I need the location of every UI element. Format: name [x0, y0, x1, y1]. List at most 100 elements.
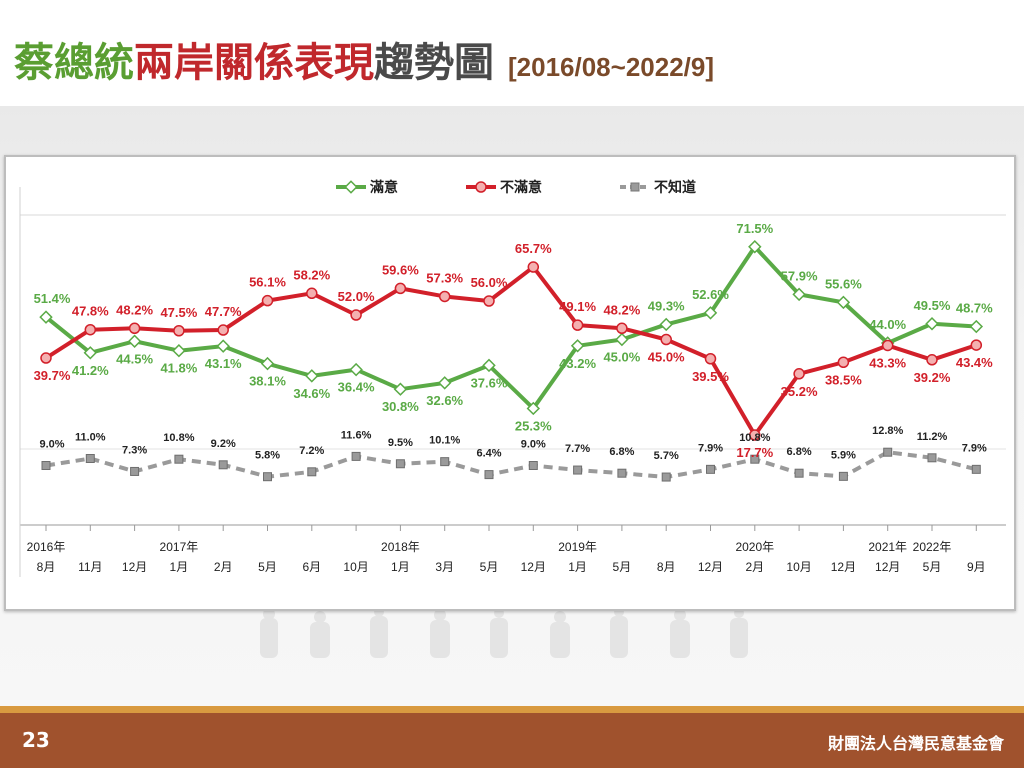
data-label-1: 39.2% — [914, 370, 951, 385]
point-satisfied — [836, 295, 851, 310]
point-dissatisfied — [616, 322, 628, 335]
data-label-0: 55.6% — [825, 276, 862, 291]
point-satisfied — [482, 358, 496, 373]
x-month-label: 10月 — [343, 560, 368, 574]
point-dissatisfied — [704, 353, 717, 365]
point-unknown — [41, 461, 51, 470]
legend-label-0: 滿意 — [369, 179, 398, 195]
data-label-0: 44.0% — [869, 317, 906, 332]
title-date-range: [2016/08~2022/9] — [508, 52, 715, 82]
x-year-label: 2017年 — [160, 540, 199, 554]
point-dissatisfied — [128, 322, 141, 335]
data-label-0: 48.7% — [956, 301, 993, 316]
data-label-1: 52.0% — [338, 289, 375, 304]
data-label-2: 10.8% — [163, 432, 194, 444]
data-label-0: 34.6% — [293, 386, 330, 401]
point-dissatisfied — [571, 319, 584, 331]
point-unknown — [661, 472, 671, 482]
data-label-1: 43.4% — [956, 355, 993, 370]
legend-label-1: 不滿意 — [500, 179, 542, 195]
data-label-2: 5.7% — [654, 450, 679, 462]
series-points — [39, 240, 984, 482]
x-month-label: 2月 — [745, 560, 764, 574]
point-dissatisfied — [173, 325, 185, 337]
data-label-2: 11.6% — [341, 429, 372, 441]
point-dissatisfied — [660, 333, 672, 346]
data-label-0: 36.4% — [338, 380, 375, 395]
point-dissatisfied — [438, 290, 451, 303]
x-year-label: 2016年 — [27, 540, 66, 554]
footer-bar — [0, 706, 1024, 768]
chart-grid — [19, 187, 1006, 577]
x-month-label: 1月 — [170, 560, 189, 574]
organization-name: 財團法人台灣民意基金會 — [827, 734, 1004, 753]
data-label-1: 39.5% — [692, 369, 729, 384]
data-label-0: 41.8% — [160, 361, 197, 376]
data-label-2: 10.1% — [429, 435, 460, 447]
data-label-0: 49.3% — [648, 298, 685, 313]
x-month-label: 1月 — [568, 560, 587, 574]
data-label-0: 25.3% — [515, 418, 552, 433]
data-label-1: 47.5% — [160, 305, 197, 320]
data-label-1: 58.2% — [293, 267, 330, 282]
point-satisfied — [526, 401, 541, 416]
data-label-1: 57.3% — [426, 270, 463, 285]
point-dissatisfied — [483, 295, 495, 307]
point-unknown — [307, 467, 317, 477]
point-satisfied — [792, 287, 806, 302]
series-line-1 — [44, 265, 977, 438]
x-month-label: 12月 — [875, 560, 900, 574]
crowd-silhouette-decoration — [260, 608, 748, 658]
data-label-0: 43.2% — [559, 356, 596, 371]
point-unknown — [750, 454, 760, 464]
point-dissatisfied — [306, 287, 318, 300]
x-axis: 2016年 8月 11月 12月 2017年 1月 2月 5月 6月 10月 2018年 1月 3月 5月… — [27, 525, 986, 574]
data-labels: 51.4% 41.2% 44.5% 41.8% 43.1% 38.1% 34.6% 36.4%… — [34, 221, 994, 462]
trend-line-chart: 滿意 不滿意 不知道 51.4% 41.2% 44.5% 41.8% 43.1% 38.1% 3… — [19, 179, 1006, 577]
data-label-2: 7.2% — [299, 445, 324, 457]
data-label-0: 41.2% — [72, 363, 109, 378]
x-year-label: 2019年 — [558, 540, 597, 554]
x-month-label: 8月 — [657, 560, 676, 574]
point-unknown — [174, 454, 184, 464]
point-satisfied — [260, 356, 275, 371]
data-label-2: 5.8% — [255, 450, 280, 462]
data-label-1: 65.7% — [515, 241, 552, 256]
data-label-2: 6.8% — [609, 446, 634, 458]
point-unknown — [573, 465, 583, 475]
point-dissatisfied — [881, 339, 894, 352]
data-label-1: 35.2% — [781, 384, 818, 399]
x-year-label: 2020年 — [735, 540, 774, 554]
data-label-2: 10.8% — [739, 432, 770, 444]
point-satisfied — [127, 334, 142, 348]
point-dissatisfied — [84, 323, 97, 336]
point-dissatisfied — [749, 429, 761, 441]
data-label-2: 12.8% — [872, 425, 903, 437]
point-dissatisfied — [793, 368, 805, 380]
x-month-label: 8月 — [37, 560, 56, 574]
point-satisfied — [393, 382, 408, 396]
title-part-cross-strait: 兩岸關係表現 — [134, 40, 374, 86]
point-unknown — [528, 461, 538, 470]
title-part-trend: 趨勢圖 — [374, 40, 494, 86]
data-label-0: 37.6% — [471, 375, 508, 390]
point-satisfied — [703, 306, 718, 320]
legend-marker-2 — [630, 182, 640, 192]
chart-legend: 滿意 不滿意 不知道 — [336, 179, 696, 195]
point-unknown — [85, 454, 95, 463]
data-label-0: 32.6% — [426, 393, 463, 408]
x-month-label: 5月 — [923, 560, 942, 574]
point-satisfied — [349, 362, 363, 377]
x-month-label: 2月 — [214, 560, 233, 574]
x-month-label: 12月 — [698, 560, 723, 574]
data-label-2: 6.8% — [787, 446, 812, 458]
legend-label-2: 不知道 — [654, 179, 696, 195]
data-label-0: 49.5% — [914, 298, 951, 313]
point-unknown — [351, 451, 361, 461]
point-dissatisfied — [394, 282, 407, 295]
data-label-1: 38.5% — [825, 372, 862, 387]
x-month-label: 10月 — [786, 560, 811, 574]
x-month-label: 5月 — [480, 560, 499, 574]
data-label-2: 7.7% — [565, 443, 590, 455]
data-label-1: 45.0% — [648, 350, 685, 365]
